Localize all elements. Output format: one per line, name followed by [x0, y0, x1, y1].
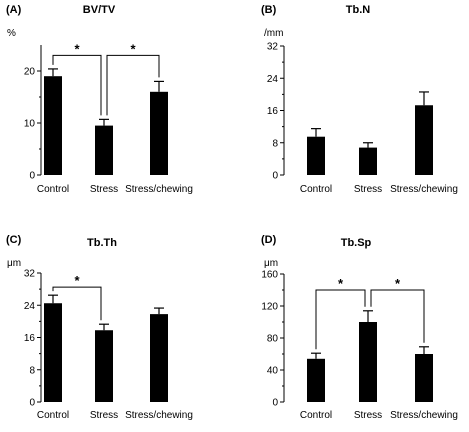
chart-title: BV/TV: [83, 4, 116, 16]
bar: [307, 358, 325, 402]
significance-bracket: [106, 54, 160, 116]
category-label: Stress: [354, 410, 382, 421]
category-label: Stress/chewing: [125, 184, 193, 195]
y-tick-label: 16: [24, 333, 36, 344]
category-label: Control: [37, 410, 69, 421]
y-tick-label: 40: [267, 366, 279, 377]
significance-star: *: [74, 41, 80, 56]
bar: [44, 303, 62, 402]
y-axis-unit: μm: [7, 258, 21, 269]
bar: [95, 330, 113, 402]
category-label: Stress/chewing: [390, 184, 458, 195]
significance-star: *: [74, 273, 80, 288]
panel-letter: (B): [261, 4, 277, 16]
bar: [44, 76, 62, 175]
y-tick-label: 0: [272, 398, 278, 409]
significance-star: *: [395, 276, 401, 291]
y-tick-label: 16: [267, 106, 279, 117]
category-label: Control: [300, 410, 332, 421]
chart-title: Tb.N: [346, 4, 370, 16]
category-label: Control: [37, 184, 69, 195]
significance-star: *: [130, 41, 136, 56]
y-tick-label: 10: [24, 119, 36, 130]
y-tick-label: 0: [272, 171, 278, 182]
y-tick-label: 80: [267, 334, 279, 345]
y-tick-label: 32: [267, 42, 279, 53]
bar: [415, 105, 433, 175]
y-tick-label: 8: [29, 365, 35, 376]
y-tick-label: 0: [29, 171, 35, 182]
y-tick-label: 24: [267, 74, 279, 85]
category-label: Stress/chewing: [390, 410, 458, 421]
panel-letter: (C): [6, 234, 22, 246]
bar: [150, 91, 168, 175]
y-axis-unit: μm: [264, 258, 278, 269]
y-tick-label: 24: [24, 301, 36, 312]
significance-bracket: [370, 289, 425, 343]
bar: [359, 147, 377, 175]
category-label: Stress: [90, 184, 118, 195]
y-tick-label: 0: [29, 398, 35, 409]
y-axis-unit: /mm: [264, 28, 283, 39]
chart-title: Tb.Th: [87, 237, 117, 249]
significance-bracket: [52, 286, 102, 321]
category-label: Control: [300, 184, 332, 195]
y-axis-unit: %: [7, 28, 16, 39]
bar: [307, 136, 325, 175]
y-tick-label: 20: [24, 67, 36, 78]
y-tick-label: 32: [24, 269, 36, 280]
bar: [415, 354, 433, 402]
panel-letter: (D): [261, 234, 277, 246]
significance-star: *: [338, 276, 344, 291]
y-tick-label: 8: [272, 138, 278, 149]
bar: [359, 322, 377, 402]
chart-title: Tb.Sp: [341, 237, 372, 249]
panel-letter: (A): [6, 4, 22, 16]
bar: [95, 125, 113, 175]
significance-bracket: [52, 54, 102, 116]
bar: [150, 314, 168, 402]
category-label: Stress: [354, 184, 382, 195]
significance-bracket: [315, 289, 366, 350]
y-tick-label: 120: [261, 302, 278, 313]
y-tick-label: 160: [261, 270, 278, 281]
category-label: Stress/chewing: [125, 410, 193, 421]
category-label: Stress: [90, 410, 118, 421]
